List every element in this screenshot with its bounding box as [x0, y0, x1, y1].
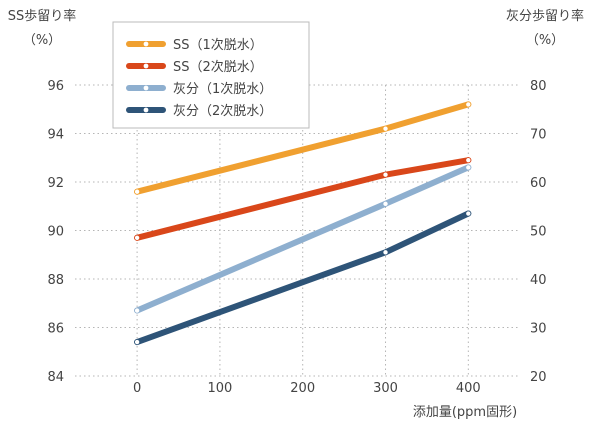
gridlines — [75, 84, 518, 377]
left-tick-label: 88 — [47, 273, 64, 288]
series-lines — [134, 101, 472, 346]
right-tick-label: 80 — [530, 79, 547, 94]
x-tick-label: 400 — [456, 381, 481, 396]
legend-marker-4 — [143, 107, 149, 113]
x-tick-label: 100 — [207, 381, 232, 396]
legend-label-3: 灰分（1次脱水） — [173, 81, 272, 97]
right-tick-labels: 20 30 40 50 60 70 80 — [530, 79, 547, 385]
right-tick-label: 40 — [530, 273, 547, 288]
left-tick-label: 90 — [47, 225, 64, 240]
left-axis-title-line-1: SS歩留り率 — [8, 8, 77, 24]
left-tick-label: 92 — [47, 176, 64, 191]
data-point — [134, 339, 141, 346]
left-tick-label: 84 — [47, 370, 64, 385]
x-tick-label: 300 — [373, 381, 398, 396]
data-point — [382, 200, 389, 207]
right-axis-title-line-2: （%） — [526, 33, 564, 48]
series-line-4 — [134, 210, 472, 346]
left-tick-label: 96 — [47, 79, 64, 94]
legend-label-4: 灰分（2次脱水） — [173, 103, 272, 119]
left-tick-label: 94 — [47, 128, 64, 143]
data-point — [382, 171, 389, 178]
right-tick-label: 30 — [530, 322, 547, 337]
data-point — [382, 249, 389, 256]
right-tick-label: 20 — [530, 370, 547, 385]
right-axis-title: 灰分歩留り率 （%） — [506, 8, 584, 48]
data-point — [134, 188, 141, 195]
legend-marker-1 — [143, 41, 149, 47]
left-tick-labels: 84 86 88 90 92 94 96 — [47, 79, 64, 385]
legend: SS（1次脱水） SS（2次脱水） 灰分（1次脱水） 灰分（2次脱水） — [112, 21, 310, 129]
x-tick-label: 200 — [290, 381, 315, 396]
data-point — [465, 164, 472, 171]
data-point — [465, 101, 472, 108]
data-point — [465, 157, 472, 164]
right-axis-title-line-1: 灰分歩留り率 — [506, 8, 584, 24]
left-tick-label: 86 — [47, 322, 64, 337]
right-tick-label: 50 — [530, 225, 547, 240]
legend-marker-3 — [143, 85, 149, 91]
data-point — [465, 210, 472, 217]
legend-label-2: SS（2次脱水） — [173, 59, 263, 75]
legend-marker-2 — [143, 63, 149, 69]
data-point — [382, 125, 389, 132]
x-axis-title: 添加量(ppm固形) — [413, 405, 517, 420]
left-axis-title: SS歩留り率 （%） — [8, 8, 77, 48]
legend-label-1: SS（1次脱水） — [173, 37, 263, 53]
x-tick-labels: 0 100 200 300 400 — [133, 381, 481, 396]
data-point — [134, 234, 141, 241]
left-axis-title-line-2: （%） — [23, 33, 61, 48]
right-tick-label: 60 — [530, 176, 547, 191]
right-tick-label: 70 — [530, 128, 547, 143]
x-tick-label: 0 — [133, 381, 141, 396]
data-point — [134, 307, 141, 314]
